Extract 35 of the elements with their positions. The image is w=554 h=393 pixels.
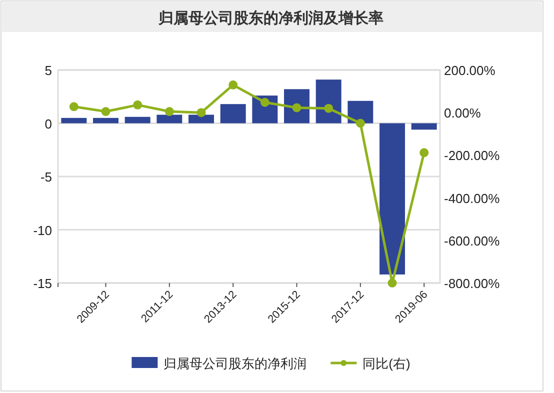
point [228, 80, 238, 90]
point [260, 98, 270, 107]
bar [220, 104, 246, 124]
point [69, 102, 78, 112]
point [388, 278, 397, 288]
y2-tick-label: -200.00% [444, 148, 500, 164]
legend-label: 同比(右) [362, 356, 410, 371]
point [101, 107, 110, 116]
bar [93, 118, 118, 124]
point [133, 100, 142, 110]
bar [188, 114, 214, 124]
point [420, 148, 429, 158]
y2-tick-label: 0.00% [444, 106, 482, 121]
y-tick-label: 5 [44, 63, 52, 78]
y2-tick-label: 200.00% [444, 63, 496, 78]
bar [348, 100, 374, 124]
bar [156, 114, 182, 124]
y2-tick-label: -800.00% [444, 276, 500, 291]
y-tick-label: -10 [33, 222, 52, 238]
bar [380, 123, 405, 274]
y2-tick-label: -400.00% [444, 190, 500, 206]
bar [411, 123, 437, 130]
point [356, 118, 365, 128]
bar [124, 116, 150, 124]
bar [316, 80, 342, 124]
y2-tick-label: -600.00% [444, 233, 500, 248]
point [324, 104, 334, 113]
legend-label: 归属母公司股东的净利润 [164, 356, 307, 371]
y-tick-label: -5 [40, 170, 52, 184]
bar [61, 118, 87, 124]
point [196, 108, 206, 118]
y-tick-label: -15 [33, 276, 52, 291]
chart-title: 归属母公司股东的净利润及增长率 [158, 9, 384, 27]
y-tick-label: 0 [44, 116, 52, 132]
point [164, 107, 174, 116]
